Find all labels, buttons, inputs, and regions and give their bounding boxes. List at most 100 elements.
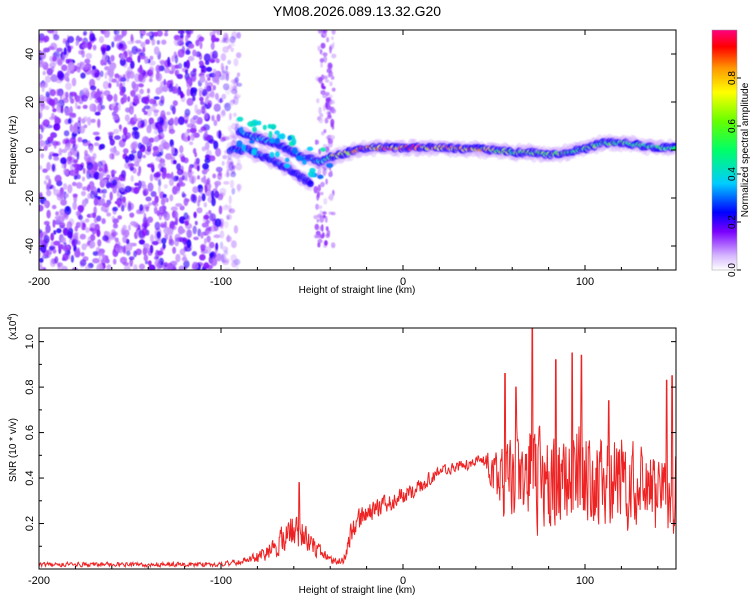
noise-cell: [45, 182, 50, 191]
onset-cell: [295, 155, 304, 162]
noise-cell: [163, 167, 167, 177]
noise-cell: [111, 148, 117, 154]
noise-cell: [199, 96, 204, 102]
onset-cell: [256, 120, 262, 126]
noise-cell: [96, 215, 102, 222]
noise-cell: [110, 180, 118, 186]
noise-cell: [69, 123, 74, 133]
noise-band-cell: [319, 113, 324, 118]
noise-cell: [214, 190, 220, 199]
noise-cell: [124, 264, 131, 270]
noise-cell: [153, 202, 159, 207]
noise-cell: [187, 55, 195, 62]
noise-cell: [179, 248, 186, 256]
noise-cell: [103, 30, 110, 38]
noise-cell: [179, 227, 185, 234]
noise-cell: [49, 151, 56, 156]
noise-cell: [170, 104, 174, 111]
spectrogram-ylabel: Frequency (Hz): [8, 116, 19, 185]
noise-cell: [226, 169, 230, 178]
spectrogram-ytick-label: -20: [24, 190, 36, 206]
noise-cell: [163, 184, 168, 189]
noise-cell: [39, 133, 43, 140]
noise-cell: [144, 222, 150, 227]
noise-cell: [192, 68, 197, 73]
noise-cell: [66, 221, 73, 230]
noise-cell: [118, 124, 122, 130]
onset-cell: [241, 143, 246, 151]
noise-cell: [143, 111, 148, 115]
noise-cell: [207, 100, 213, 108]
noise-cell: [106, 94, 114, 101]
noise-cell: [145, 32, 153, 37]
noise-cell: [119, 57, 126, 67]
noise-cell: [221, 252, 226, 260]
noise-cell: [180, 91, 184, 99]
onset-cell: [239, 126, 244, 133]
noise-cell: [158, 179, 162, 187]
noise-cell: [209, 252, 215, 258]
snr-marks: [39, 328, 676, 569]
snr-xtick-label: -100: [210, 575, 232, 587]
snr-ytick-label: 0.4: [24, 470, 36, 485]
noise-cell: [114, 135, 121, 140]
noise-cell: [133, 114, 137, 122]
noise-cell: [123, 175, 126, 182]
noise-cell: [171, 64, 176, 72]
noise-cell: [212, 85, 216, 91]
noise-cell: [122, 262, 129, 266]
noise-cell: [46, 189, 52, 197]
noise-cell: [51, 66, 55, 73]
noise-cell: [160, 95, 165, 104]
noise-cell: [85, 198, 89, 203]
noise-cell: [100, 105, 106, 110]
noise-cell: [153, 206, 158, 215]
noise-cell: [45, 124, 53, 129]
noise-cell: [130, 33, 134, 42]
noise-cell: [154, 259, 161, 267]
spectrogram-xtick-label: -100: [210, 276, 232, 288]
noise-cell: [126, 73, 130, 83]
noise-cell: [184, 176, 188, 182]
noise-band-cell: [329, 46, 332, 54]
noise-cell: [148, 78, 153, 83]
onset-cell: [269, 138, 276, 144]
snr-line: [39, 328, 676, 569]
snr-axes: -200 -100 0 100 0.2 0.4 0.6 0.8 1.0: [24, 328, 676, 587]
noise-cell: [231, 240, 237, 249]
noise-cell: [177, 49, 185, 58]
noise-cell: [200, 104, 207, 112]
noise-cell: [175, 203, 183, 207]
noise-cell: [127, 96, 131, 102]
noise-cell: [74, 249, 81, 258]
snr-ytick-label: 0.8: [24, 379, 36, 394]
noise-cell: [43, 145, 48, 151]
noise-cell: [93, 142, 100, 147]
noise-band-cell: [316, 98, 320, 104]
noise-cell: [77, 205, 85, 212]
noise-cell: [62, 54, 66, 63]
noise-cell: [137, 142, 143, 150]
noise-cell: [81, 190, 86, 197]
noise-cell: [82, 87, 89, 93]
noise-cell: [221, 93, 227, 100]
noise-cell: [110, 54, 115, 62]
noise-cell: [147, 182, 154, 192]
noise-cell: [67, 62, 75, 71]
noise-cell: [92, 258, 100, 264]
noise-cell: [81, 118, 86, 124]
noise-cell: [139, 54, 146, 60]
noise-cell: [200, 243, 207, 250]
noise-band-cell: [328, 138, 334, 145]
noise-cell: [201, 193, 206, 202]
noise-cell: [110, 170, 117, 175]
noise-cell: [209, 241, 215, 249]
noise-cell: [192, 186, 199, 194]
noise-cell: [60, 265, 68, 270]
noise-cell: [55, 211, 59, 216]
noise-cell: [123, 148, 129, 155]
noise-cell: [50, 132, 56, 139]
noise-cell: [43, 220, 50, 226]
noise-cell: [184, 108, 191, 117]
